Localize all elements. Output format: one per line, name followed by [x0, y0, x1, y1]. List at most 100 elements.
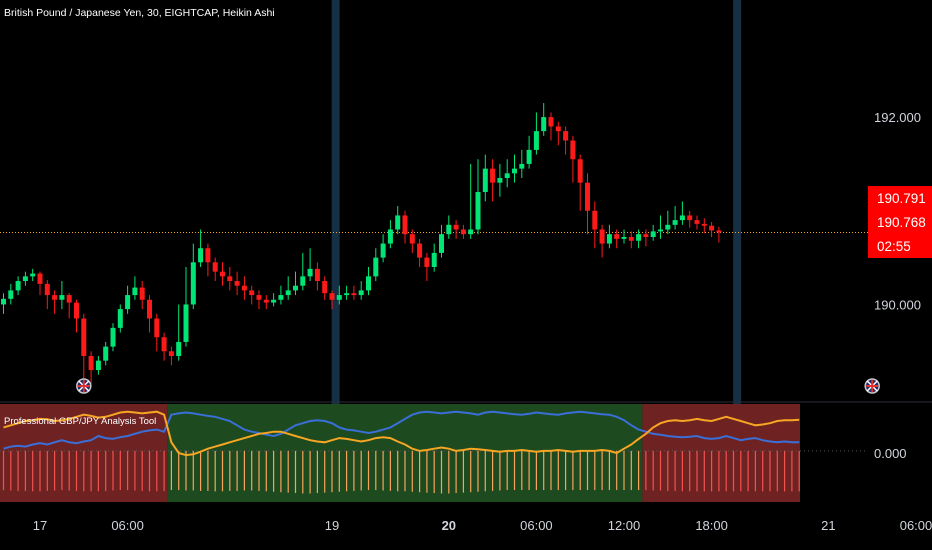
candle-body [234, 281, 240, 286]
candle-body [1, 298, 6, 305]
candle-body [329, 293, 335, 300]
candle-body [431, 252, 437, 267]
uk-flag-icon[interactable] [76, 378, 92, 394]
candle-body [387, 229, 393, 244]
candle-body [168, 351, 174, 356]
candle-body [8, 290, 14, 299]
chart-title[interactable]: British Pound / Japanese Yen, 30, EIGHTC… [4, 7, 275, 19]
candle-body [380, 243, 386, 258]
candle-body [519, 163, 525, 169]
candle-body [22, 276, 28, 282]
candle-body [548, 117, 554, 127]
candle-body [293, 285, 298, 291]
candle-body [468, 229, 474, 235]
candle-body [460, 229, 466, 235]
time-tick-label: 20 [442, 518, 456, 533]
price-badge: 190.791 [868, 186, 932, 210]
candle-body [314, 268, 320, 282]
time-tick-label: 06:00 [900, 518, 932, 533]
candle-body [161, 337, 167, 352]
flags[interactable] [76, 378, 880, 394]
candle-body [577, 159, 583, 183]
candle-body [599, 229, 605, 244]
indicator-pane[interactable]: Professional GBP/JPY Analysis Tool [0, 404, 868, 502]
indicator-name[interactable]: Professional GBP/JPY Analysis Tool [4, 416, 156, 427]
time-tick-label: 19 [325, 518, 339, 533]
indicator-blue-line [3, 410, 800, 450]
candle-body [256, 295, 262, 300]
candles [1, 103, 722, 385]
candle-body [482, 168, 488, 193]
candle-body [125, 295, 131, 310]
indicator-orange-line [3, 410, 800, 457]
candle-body [95, 360, 101, 371]
candle-body [475, 192, 481, 230]
time-tick-label: 12:00 [608, 518, 641, 533]
candle-body [490, 168, 496, 183]
candle-body [570, 140, 576, 160]
price-badge-bg [868, 186, 932, 210]
candle-body [497, 177, 503, 183]
candle-body [555, 126, 561, 132]
price-badge-bg [868, 234, 932, 258]
candle-body [66, 295, 72, 303]
candle-body [249, 290, 255, 296]
session-markers [331, 0, 742, 502]
candle-body [409, 234, 415, 244]
candle-body [336, 295, 342, 300]
candle-body [643, 234, 649, 238]
candle-body [614, 234, 620, 239]
session-marker [331, 0, 340, 502]
candle-body [358, 290, 364, 296]
time-tick-label: 17 [33, 518, 47, 533]
candle-body [439, 234, 444, 253]
price-badge-label: 190.768 [877, 215, 926, 230]
price-badges: 190.791 190.768 02:55 [868, 186, 932, 258]
candle-body [709, 225, 715, 231]
candle-body [44, 283, 50, 296]
candle-body [701, 223, 707, 226]
candle-body [453, 224, 459, 230]
candle-body [512, 168, 517, 174]
candle-body [687, 215, 693, 221]
price-badge-label: 190.791 [877, 191, 926, 206]
candle-body [103, 346, 109, 361]
candle-body [110, 327, 116, 347]
candle-body [650, 231, 656, 238]
candle-body [117, 309, 123, 328]
candle-body [300, 276, 306, 286]
candle-body [154, 318, 160, 338]
candle-body [322, 281, 328, 294]
candle-body [205, 248, 211, 263]
candle-body [504, 173, 510, 178]
candle-body [585, 182, 590, 211]
candle-body [446, 224, 452, 235]
candle-body [658, 229, 663, 232]
time-tick-label: 18:00 [695, 518, 728, 533]
candle-body [198, 248, 204, 263]
price-pane[interactable] [0, 103, 880, 394]
price-badge-label: 02:55 [877, 239, 911, 254]
candle-body [672, 220, 678, 225]
candle-body [227, 276, 233, 282]
price-axis[interactable]: 192.000 190.000 190.791 190.768 02:55 0.000 [868, 110, 932, 461]
candle-body [30, 273, 36, 277]
candle-body [285, 290, 291, 296]
candle-body [417, 243, 423, 258]
indicator-histogram [2, 450, 800, 494]
candle-body [147, 299, 152, 319]
candle-body [533, 131, 539, 150]
candle-body [351, 293, 357, 296]
price-badge: 190.768 [868, 210, 932, 234]
candle-body [402, 215, 408, 235]
uk-flag-icon[interactable] [864, 378, 880, 394]
candle-body [59, 295, 65, 300]
candle-body [15, 281, 21, 291]
candle-body [395, 215, 401, 230]
session-marker [733, 0, 742, 502]
candle-body [183, 304, 189, 342]
candle-body [606, 234, 612, 244]
candle-body [628, 237, 634, 241]
